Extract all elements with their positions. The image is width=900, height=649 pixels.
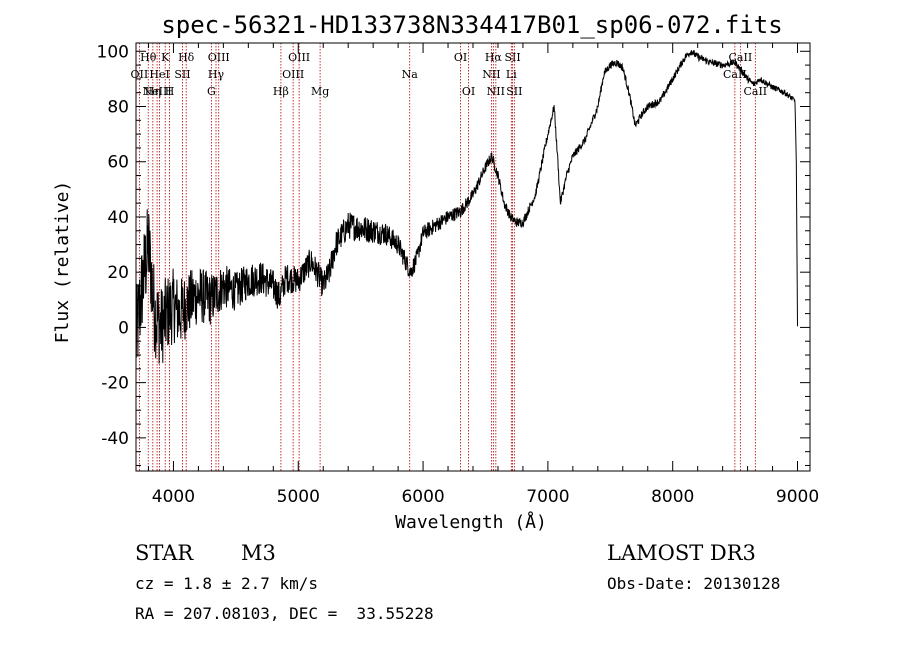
spectral-line-label: G <box>207 85 216 98</box>
spectral-line-label: Li <box>506 68 517 81</box>
object-subclass: M3 <box>241 541 276 565</box>
object-class: STAR <box>135 541 194 565</box>
spectral-line-label: Hγ <box>208 68 225 81</box>
spectral-line-label: Na <box>402 68 419 81</box>
spectral-line-label: NII <box>487 85 505 98</box>
y-tick-label: -20 <box>101 374 129 394</box>
spectral-line-label: NeIII <box>143 85 172 98</box>
spectral-line-label: K <box>161 51 170 64</box>
spectral-line-label: SII <box>504 51 520 64</box>
y-tick-label: 80 <box>107 98 129 118</box>
spectral-line-label: CaII <box>743 85 767 98</box>
y-tick-label: 20 <box>107 263 129 283</box>
y-tick-label: 100 <box>97 42 129 62</box>
spectral-line-label: Hβ <box>273 85 289 98</box>
x-tick-label: 8000 <box>651 487 694 507</box>
survey-name: LAMOST DR3 <box>607 541 756 565</box>
y-tick-label: 0 <box>118 318 129 338</box>
y-tick-label: -40 <box>101 429 129 449</box>
coordinates: RA = 207.08103, DEC = 33.55228 <box>135 604 434 623</box>
flux-series-line <box>135 49 798 364</box>
y-axis-label: Flux (relative) <box>52 181 73 344</box>
x-tick-label: 7000 <box>526 487 569 507</box>
spectral-line-label: Mg <box>311 85 329 98</box>
x-axis: 4000 5000 6000 7000 8000 9000 <box>147 43 819 507</box>
spectral-line-label: OII <box>131 68 149 81</box>
spectral-line-label: OIII <box>282 68 304 81</box>
spectral-line-label: OI <box>462 85 475 98</box>
spectral-line-label: H <box>165 85 175 98</box>
x-tick-label: 4000 <box>152 487 195 507</box>
spectral-line-label: OI <box>454 51 467 64</box>
spectral-line-label: Hθ <box>140 51 157 64</box>
spectral-line-label: OIII <box>288 51 310 64</box>
x-tick-label: 5000 <box>277 487 320 507</box>
spectral-line-label: SII <box>506 85 522 98</box>
spectral-line-label: OIII <box>208 51 230 64</box>
spectral-line-label: Hδ <box>178 51 195 64</box>
spectral-line-label: NII <box>482 68 500 81</box>
x-axis-label: Wavelength (Å) <box>395 511 547 533</box>
y-tick-label: 40 <box>107 208 129 228</box>
chart-title: spec-56321-HD133738N334417B01_sp06-072.f… <box>161 11 782 39</box>
x-tick-label: 9000 <box>776 487 819 507</box>
spectral-line-label: CaII <box>729 51 753 64</box>
redshift-cz: cz = 1.8 ± 2.7 km/s <box>135 574 318 593</box>
spectral-line-markers <box>138 43 756 471</box>
y-axis: -40 -20 0 20 40 60 80 100 <box>97 42 810 466</box>
spectral-line-label: Hη <box>145 85 161 98</box>
plot-frame <box>135 42 811 472</box>
observation-date: Obs-Date: 20130128 <box>607 574 780 593</box>
spectral-line-label: HeI <box>149 68 169 81</box>
spectral-line-label: SII <box>174 68 190 81</box>
y-tick-label: 60 <box>107 153 129 173</box>
x-tick-label: 6000 <box>401 487 444 507</box>
spectral-line-label: Hα <box>485 51 503 64</box>
